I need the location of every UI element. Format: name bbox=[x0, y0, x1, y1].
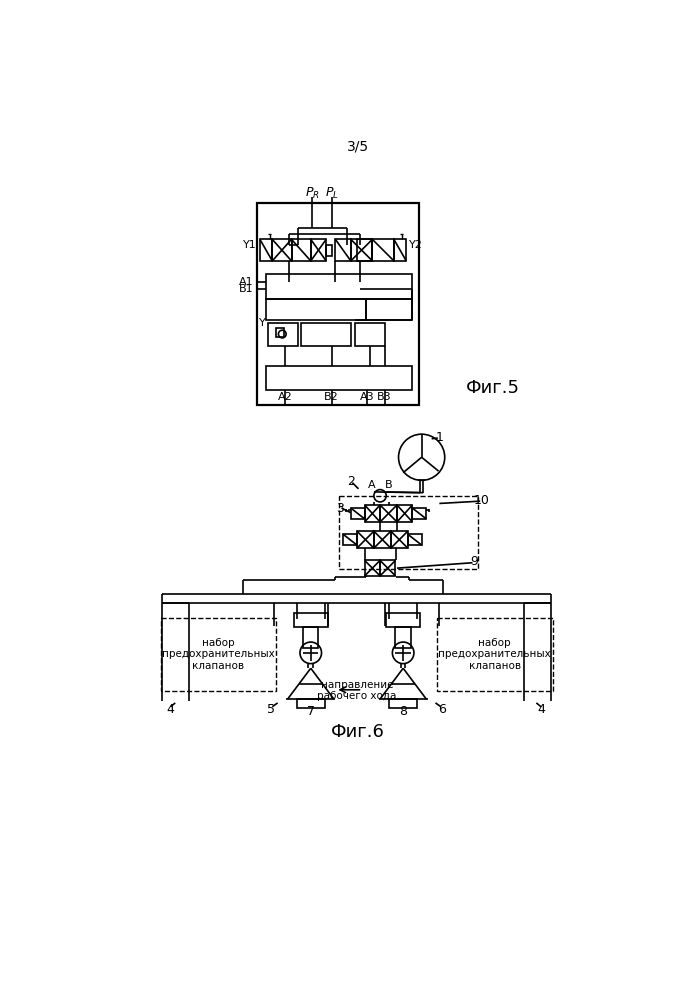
Text: B1: B1 bbox=[239, 284, 254, 294]
Text: Y1: Y1 bbox=[243, 240, 257, 250]
Bar bbox=[357, 239, 372, 261]
Text: $P_R$: $P_R$ bbox=[305, 186, 320, 201]
Bar bbox=[357, 531, 374, 548]
Bar bbox=[380, 560, 396, 576]
Bar bbox=[364, 560, 380, 576]
Bar bbox=[339, 496, 478, 569]
Text: 6: 6 bbox=[438, 703, 445, 716]
Text: 2: 2 bbox=[347, 475, 355, 488]
Text: Y2: Y2 bbox=[409, 240, 423, 250]
Bar bbox=[389, 699, 417, 708]
Bar bbox=[364, 505, 380, 522]
Bar bbox=[266, 366, 413, 389]
Bar bbox=[311, 239, 326, 261]
Text: A3: A3 bbox=[359, 392, 374, 402]
Text: B2: B2 bbox=[324, 392, 339, 402]
Text: Фиг.5: Фиг.5 bbox=[466, 379, 520, 397]
Text: B: B bbox=[385, 480, 392, 490]
Text: 3/5: 3/5 bbox=[348, 140, 369, 154]
Text: 3: 3 bbox=[336, 502, 344, 515]
Text: 4: 4 bbox=[166, 703, 174, 716]
Bar bbox=[351, 239, 372, 261]
Bar bbox=[294, 613, 327, 627]
Bar bbox=[386, 613, 420, 627]
Bar bbox=[303, 627, 318, 648]
Bar bbox=[272, 239, 292, 261]
Bar bbox=[301, 323, 351, 346]
Bar bbox=[391, 531, 408, 548]
Bar bbox=[336, 239, 351, 261]
Text: 9: 9 bbox=[470, 555, 478, 568]
Text: A2: A2 bbox=[278, 392, 292, 402]
Bar bbox=[269, 323, 297, 346]
Bar bbox=[266, 274, 413, 299]
Bar bbox=[372, 239, 394, 261]
Bar bbox=[326, 245, 332, 256]
Bar bbox=[374, 531, 391, 548]
Bar bbox=[351, 508, 364, 519]
Text: набор
предохранительных
клапанов: набор предохранительных клапанов bbox=[162, 638, 275, 671]
Text: 4: 4 bbox=[538, 703, 546, 716]
Text: 1: 1 bbox=[436, 431, 443, 444]
Bar bbox=[366, 299, 413, 320]
Text: A1: A1 bbox=[239, 277, 254, 287]
Text: A: A bbox=[368, 480, 376, 490]
Text: B3: B3 bbox=[378, 392, 392, 402]
Bar bbox=[380, 505, 397, 522]
Bar bbox=[257, 203, 419, 405]
Bar bbox=[413, 508, 426, 519]
Text: набор
предохранительных
клапанов: набор предохранительных клапанов bbox=[438, 638, 551, 671]
Bar bbox=[266, 299, 366, 320]
Bar bbox=[276, 328, 284, 337]
Text: 8: 8 bbox=[399, 705, 407, 718]
Text: Y: Y bbox=[258, 318, 265, 328]
Text: Фиг.6: Фиг.6 bbox=[331, 723, 385, 741]
Bar bbox=[355, 323, 385, 346]
Text: $P_L$: $P_L$ bbox=[325, 186, 339, 201]
Bar bbox=[408, 534, 422, 545]
Bar bbox=[437, 618, 553, 691]
Text: 10: 10 bbox=[474, 494, 489, 507]
Bar bbox=[297, 699, 325, 708]
Bar bbox=[397, 505, 413, 522]
Bar bbox=[292, 239, 311, 261]
Bar bbox=[260, 239, 272, 261]
Bar bbox=[161, 618, 276, 691]
Bar bbox=[343, 534, 357, 545]
Text: направление
рабочего хода: направление рабочего хода bbox=[318, 680, 396, 701]
Bar bbox=[394, 239, 406, 261]
Bar bbox=[396, 627, 411, 648]
Text: 7: 7 bbox=[306, 705, 315, 718]
Text: 5: 5 bbox=[267, 703, 276, 716]
